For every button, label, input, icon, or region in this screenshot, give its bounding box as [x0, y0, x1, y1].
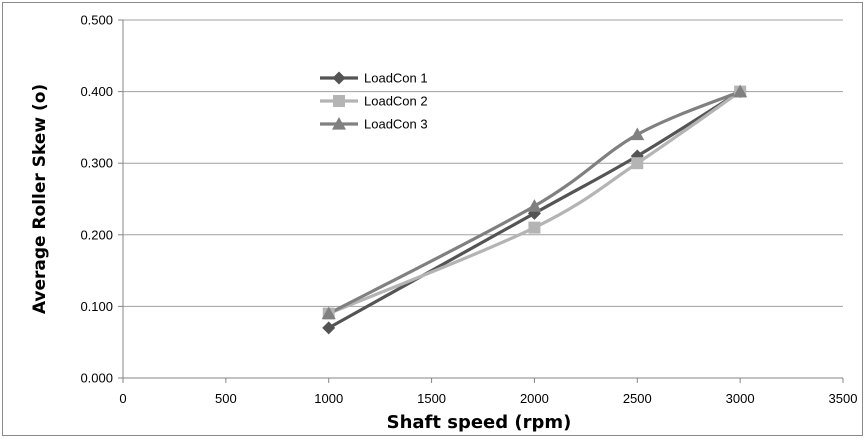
- data-point-loadcon-2: [528, 221, 541, 234]
- legend-label-loadcon-1: LoadCon 1: [364, 71, 428, 86]
- x-tick-label: 2000: [520, 391, 549, 406]
- series-line-loadcon-3: [327, 90, 741, 315]
- x-tick-label: 1000: [314, 391, 343, 406]
- y-tick-label: 0.000: [80, 371, 113, 386]
- axes: [118, 19, 844, 383]
- data-point-loadcon-3: [527, 199, 542, 212]
- x-tick-label: 0: [119, 391, 126, 406]
- x-axis-title: Shaft speed (rpm): [387, 412, 572, 433]
- x-axis-tick-labels: 0 500 1000 1500 2000 2500 3000 3500: [119, 391, 857, 406]
- y-tick-label: 0.400: [80, 84, 113, 99]
- legend-label-loadcon-2: LoadCon 2: [364, 94, 428, 109]
- legend-marker-loadcon-1: [332, 71, 346, 85]
- y-axis-title: Average Roller Skew (o): [30, 84, 50, 314]
- x-tick-label: 500: [215, 391, 237, 406]
- legend-label-loadcon-3: LoadCon 3: [364, 117, 428, 132]
- series-lines: [327, 90, 742, 330]
- y-tick-label: 0.200: [80, 227, 113, 242]
- x-tick-label: 3000: [726, 391, 755, 406]
- data-point-loadcon-3: [321, 306, 336, 320]
- data-point-loadcon-3: [630, 127, 645, 141]
- series-markers: [321, 84, 748, 335]
- x-tick-label: 3500: [829, 391, 858, 406]
- legend: LoadCon 1 LoadCon 2 LoadCon 3: [320, 71, 428, 132]
- y-tick-label: 0.300: [80, 156, 113, 171]
- legend-marker-loadcon-3: [332, 117, 346, 130]
- data-point-loadcon-2: [631, 157, 644, 170]
- gridlines: [123, 19, 843, 307]
- data-point-loadcon-3: [733, 84, 748, 98]
- y-tick-label: 0.500: [80, 13, 113, 28]
- y-tick-label: 0.100: [80, 299, 113, 314]
- x-tick-label: 1500: [417, 391, 446, 406]
- x-tick-label: 2500: [623, 391, 652, 406]
- legend-marker-loadcon-2: [333, 95, 345, 107]
- data-point-loadcon-1: [322, 321, 336, 335]
- y-axis-tick-labels: 0.000 0.100 0.200 0.300 0.400 0.500: [80, 13, 113, 386]
- series-line-loadcon-1: [327, 90, 741, 330]
- series-line-loadcon-2: [328, 90, 742, 316]
